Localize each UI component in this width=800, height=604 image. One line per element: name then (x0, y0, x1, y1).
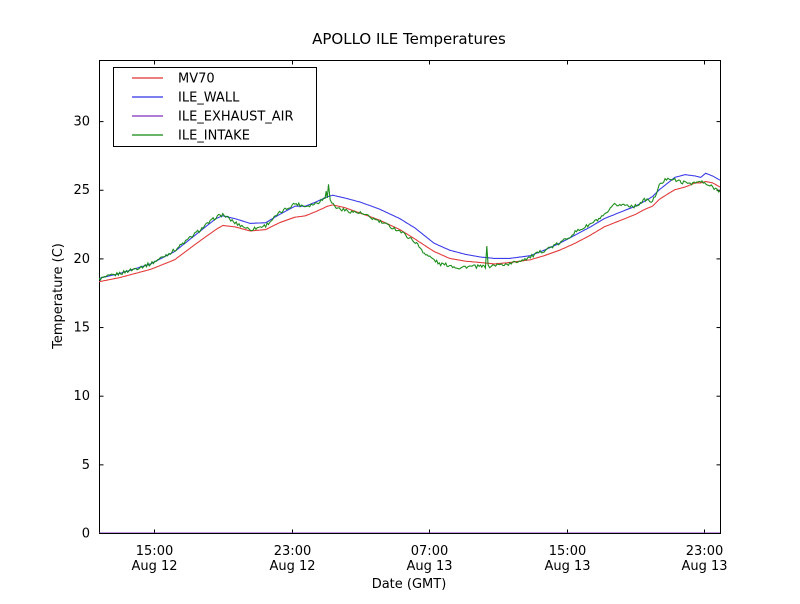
y-tick-label: 25 (73, 183, 90, 198)
y-tick-label: 10 (73, 389, 90, 404)
axes-frame (99, 60, 721, 534)
x-tick-date-label: Aug 13 (544, 559, 590, 574)
legend-label-ile_exhaust_air: ILE_EXHAUST_AIR (178, 110, 294, 125)
legend-label-ile_wall: ILE_WALL (178, 91, 240, 106)
legend: MV70 ILE_WALL ILE_EXHAUST_AIR ILE_INTAKE (113, 67, 317, 147)
x-tick-time-label: 15:00 (136, 544, 173, 559)
x-axis-label: Date (GMT) (372, 577, 447, 592)
x-tick-time-label: 23:00 (274, 544, 311, 559)
x-tick-time-label: 23:00 (686, 544, 723, 559)
y-axis-label: Temperature (C) (51, 243, 66, 350)
x-tick-date-label: Aug 12 (131, 559, 177, 574)
plot-lines (99, 172, 720, 533)
y-tick-label: 0 (82, 527, 90, 542)
series-line-ile_wall (99, 172, 720, 279)
x-tick-time-label: 07:00 (411, 544, 448, 559)
legend-label-ile_intake: ILE_INTAKE (178, 129, 250, 144)
x-tick-time-label: 15:00 (549, 544, 586, 559)
chart-title: APOLLO ILE Temperatures (312, 30, 506, 48)
x-tick-date-label: Aug 12 (269, 559, 315, 574)
y-tick-label: 15 (73, 321, 90, 336)
series-line-mv70 (99, 180, 720, 283)
x-tick-date-label: Aug 13 (406, 559, 452, 574)
y-tick-label: 5 (82, 458, 90, 473)
legend-box (113, 67, 317, 147)
x-tick-date-label: Aug 13 (681, 559, 727, 574)
plot-frame (99, 60, 721, 534)
legend-label-mv70: MV70 (178, 72, 215, 87)
y-tick-label: 20 (73, 252, 90, 267)
y-tick-label: 30 (73, 115, 90, 130)
series-line-ile_intake (99, 177, 720, 282)
